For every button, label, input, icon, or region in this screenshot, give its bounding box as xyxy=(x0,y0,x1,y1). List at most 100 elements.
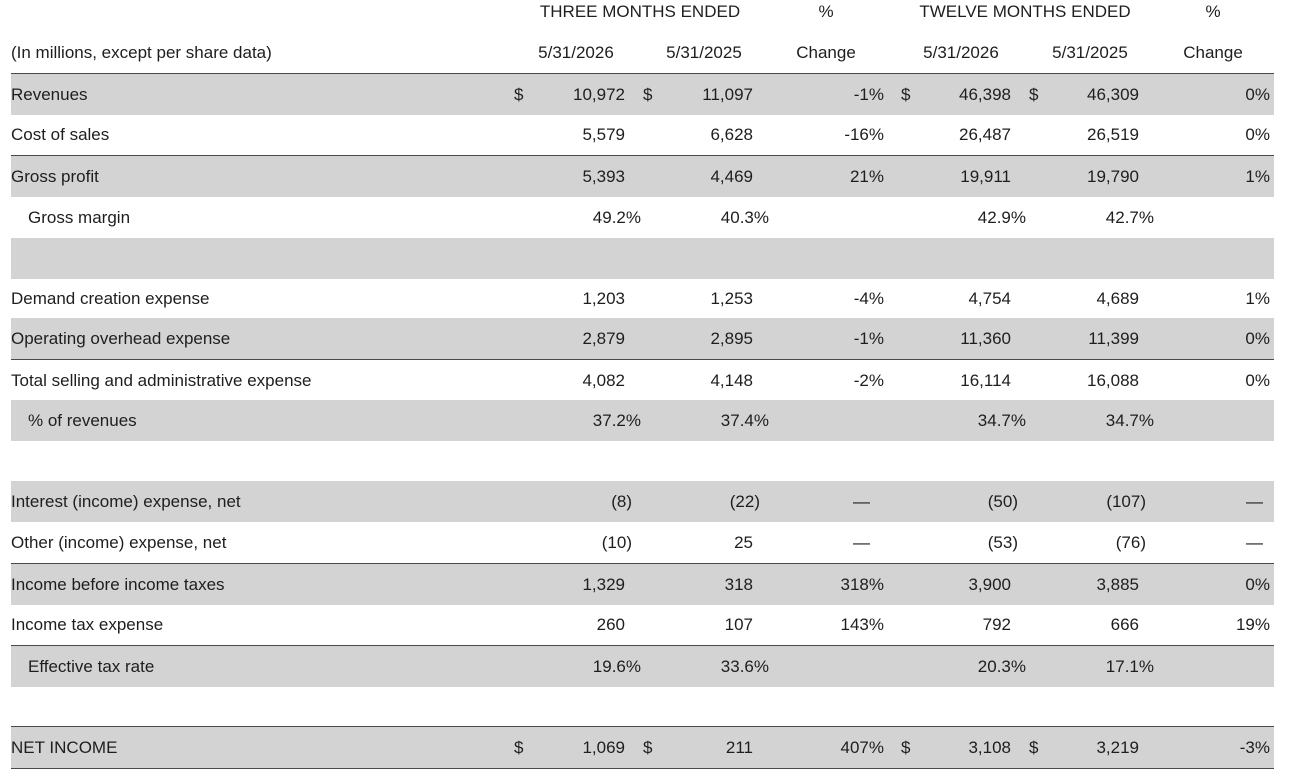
value-q-change: -16% xyxy=(844,125,884,144)
value-y-2026: (53) xyxy=(987,533,1018,552)
value-q-change: -4% xyxy=(853,289,884,308)
value-q-2026: 19.6% xyxy=(592,657,641,676)
value-q-change: 143% xyxy=(840,615,884,634)
value-y-2025: 17.1% xyxy=(1105,657,1154,676)
value-y-2026: 34.7% xyxy=(977,411,1026,430)
value-y-2026: 4,754 xyxy=(968,289,1011,308)
value-y-change: 0% xyxy=(1245,85,1270,104)
twelve-months-header: TWELVE MONTHS ENDED xyxy=(919,2,1131,21)
value-y-2026: 3,900 xyxy=(968,575,1011,594)
value-q-2025: 1,253 xyxy=(710,289,753,308)
units-label: (In millions, except per share data) xyxy=(11,43,272,62)
table-row-interest: Interest (income) expense, net (8) (22) … xyxy=(11,481,1274,522)
row-label: Effective tax rate xyxy=(28,657,155,676)
value-q-2025: 107 xyxy=(724,615,753,634)
value-y-2025: 19,790 xyxy=(1087,167,1139,186)
dollar-sign: $ xyxy=(643,738,653,757)
value-y-2025: (107) xyxy=(1106,492,1146,511)
value-y-2026: 19,911 xyxy=(960,167,1011,186)
value-q-2026: 1,203 xyxy=(582,289,625,308)
table-row-net-income: NET INCOME $ 1,069 $ 211 407% $ 3,108 $ … xyxy=(11,726,1274,769)
table-row-other: Other (income) expense, net (10) 25 — (5… xyxy=(11,522,1274,564)
dollar-sign: $ xyxy=(514,738,524,757)
col-header-y-2026: 5/31/2026 xyxy=(923,43,999,62)
col-header-y-2025: 5/31/2025 xyxy=(1052,43,1128,62)
table-row-cost-of-sales: Cost of sales 5,579 6,628 -16% 26,487 26… xyxy=(11,114,1274,156)
value-q-2025: 4,148 xyxy=(710,371,753,390)
table-row-spacer xyxy=(11,238,1274,279)
value-y-2025: 11,399 xyxy=(1088,329,1139,348)
value-q-change: 21% xyxy=(849,167,884,186)
value-q-2026: 1,329 xyxy=(582,575,625,594)
value-y-change: -3% xyxy=(1239,738,1270,757)
value-q-2026: (10) xyxy=(601,533,632,552)
value-y-2026: 46,398 xyxy=(959,85,1011,104)
table-row-income-tax-expense: Income tax expense 260 107 143% 792 666 … xyxy=(11,604,1274,646)
value-y-2025: 26,519 xyxy=(1087,125,1139,144)
value-q-2025: 40.3% xyxy=(720,208,769,227)
value-y-2025: 3,885 xyxy=(1096,575,1139,594)
row-label: Operating overhead expense xyxy=(11,329,231,348)
value-y-2026: 792 xyxy=(982,615,1011,634)
dollar-sign: $ xyxy=(901,85,911,104)
value-y-2025: 4,689 xyxy=(1096,289,1139,308)
dollar-sign: $ xyxy=(901,738,911,757)
table-row-effective-tax-rate: Effective tax rate 19.6% 33.6% 20.3% 17.… xyxy=(11,646,1274,687)
value-q-change: -1% xyxy=(853,329,884,348)
col-header-y-change: Change xyxy=(1183,43,1243,62)
row-label: Income before income taxes xyxy=(11,575,225,594)
value-q-2026: 1,069 xyxy=(582,738,625,757)
row-label: Gross profit xyxy=(11,167,99,186)
value-y-2026: 42.9% xyxy=(977,208,1026,227)
value-y-change: 1% xyxy=(1245,167,1270,186)
table-row-total-selling-admin: Total selling and administrative expense… xyxy=(11,360,1274,401)
value-y-change: 0% xyxy=(1245,329,1270,348)
value-q-2025: 4,469 xyxy=(710,167,753,186)
table-row-gross-margin: Gross margin 49.2% 40.3% 42.9% 42.7% xyxy=(11,197,1274,238)
dollar-sign: $ xyxy=(1029,85,1039,104)
value-y-change: 0% xyxy=(1245,575,1270,594)
row-label: Income tax expense xyxy=(11,615,164,634)
table-row-pct-of-revenues: % of revenues 37.2% 37.4% 34.7% 34.7% xyxy=(11,400,1274,441)
dollar-sign: $ xyxy=(514,85,524,104)
table-row-income-before-taxes: Income before income taxes 1,329 318 318… xyxy=(11,564,1274,605)
value-q-2026: (8) xyxy=(611,492,632,511)
value-q-change: 407% xyxy=(840,738,884,757)
row-label: Revenues xyxy=(11,85,88,104)
value-y-2026: 26,487 xyxy=(959,125,1011,144)
value-y-2026: (50) xyxy=(987,492,1018,511)
table-row-gross-profit: Gross profit 5,393 4,469 21% 19,911 19,7… xyxy=(11,156,1274,197)
table-row-demand-creation: Demand creation expense 1,203 1,253 -4% … xyxy=(11,278,1274,319)
value-y-2025: (76) xyxy=(1115,533,1146,552)
col-header-q-2025: 5/31/2025 xyxy=(666,43,742,62)
value-y-change: 19% xyxy=(1235,615,1270,634)
pct-change-header-year: % xyxy=(1205,2,1221,21)
value-q-2025: 211 xyxy=(725,738,753,757)
value-y-change: — xyxy=(1246,533,1263,552)
value-q-change: — xyxy=(853,533,870,552)
row-label: Gross margin xyxy=(28,208,131,227)
value-y-2026: 20.3% xyxy=(977,657,1026,676)
value-y-2025: 16,088 xyxy=(1087,371,1139,390)
table-row-operating-overhead: Operating overhead expense 2,879 2,895 -… xyxy=(11,318,1274,360)
value-q-change: — xyxy=(853,492,870,511)
value-q-2025: 33.6% xyxy=(720,657,769,676)
value-q-2026: 37.2% xyxy=(592,411,641,430)
three-months-header: THREE MONTHS ENDED xyxy=(539,2,741,21)
row-label: Cost of sales xyxy=(11,125,110,144)
value-y-2025: 42.7% xyxy=(1105,208,1154,227)
value-q-2026: 5,579 xyxy=(582,125,625,144)
value-q-change: 318% xyxy=(840,575,884,594)
value-y-2026: 16,114 xyxy=(960,371,1011,390)
row-label: NET INCOME xyxy=(11,738,118,757)
row-label: % of revenues xyxy=(28,411,137,430)
value-y-2026: 3,108 xyxy=(968,738,1011,757)
value-q-2025: 37.4% xyxy=(720,411,769,430)
value-y-2025: 46,309 xyxy=(1087,85,1139,104)
value-q-2026: 260 xyxy=(596,615,625,634)
pct-change-header-quarter: % xyxy=(818,2,834,21)
value-y-change: 0% xyxy=(1245,125,1270,144)
value-y-2025: 666 xyxy=(1110,615,1139,634)
row-label: Interest (income) expense, net xyxy=(11,492,241,511)
table-row-revenues: Revenues $ 10,972 $ 11,097 -1% $ 46,398 … xyxy=(11,73,1274,115)
